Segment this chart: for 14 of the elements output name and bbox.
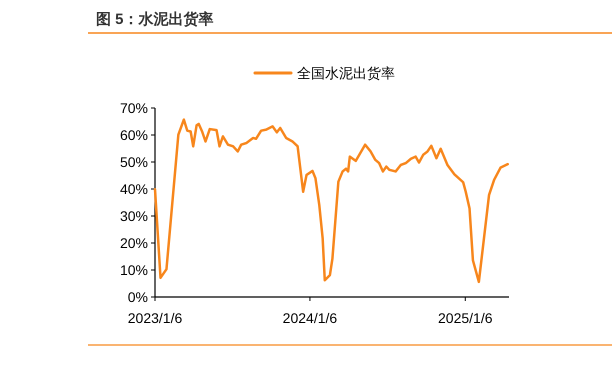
x-tick-label: 2024/1/6: [282, 310, 338, 326]
line-series: [154, 118, 509, 284]
y-tick-label: 0%: [128, 289, 148, 305]
y-tick-label: 70%: [120, 100, 148, 116]
y-tick-label: 10%: [120, 262, 148, 278]
x-tick-label: 2023/1/6: [128, 310, 182, 326]
y-tick-label: 50%: [120, 154, 148, 170]
y-tick-label: 20%: [120, 235, 148, 251]
legend-label: 全国水泥出货率: [297, 65, 395, 81]
chart-title: 图 5：水泥出货率: [96, 10, 214, 28]
x-tick-label: 2025/1/6: [438, 310, 493, 326]
y-tick-label: 30%: [120, 208, 148, 224]
y-tick-label: 60%: [120, 127, 148, 143]
y-tick-label: 40%: [120, 181, 148, 197]
